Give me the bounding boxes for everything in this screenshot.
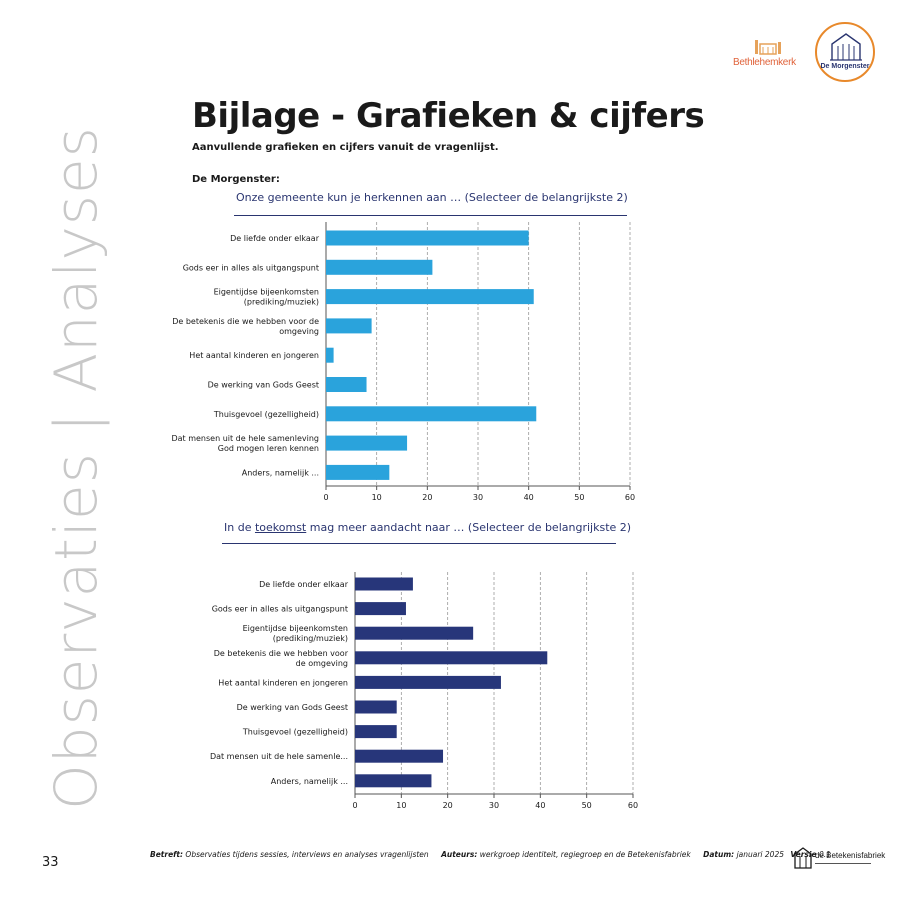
church-icon — [830, 33, 862, 61]
chart-2-category-label: De werking van Gods Geest — [237, 703, 348, 712]
chart-1-bar — [326, 406, 537, 422]
footer-info: Betreft: Observaties tijdens sessies, in… — [150, 850, 831, 859]
chart-2-category-label: Gods eer in alles als uitgangspunt — [212, 605, 348, 614]
footer-betreft-label: Betreft: — [150, 850, 184, 859]
chart-2-title-rule — [222, 543, 616, 544]
chart-1-bar — [326, 377, 367, 392]
chart-1-bar — [326, 435, 408, 451]
chart-1-category-label: (prediking/muziek) — [244, 298, 319, 307]
page-number: 33 — [42, 855, 59, 870]
bethlehemkerk-logo-text: Bethlehemkerk — [733, 57, 796, 68]
footer-versie-label: Versie — [790, 850, 817, 859]
chart-2-bar — [355, 626, 474, 640]
footer-auteurs: werkgroep identiteit, regiegroep en de B… — [479, 850, 691, 859]
chart-1-x-tick-label: 20 — [422, 493, 432, 502]
chart-1-category-label: Gods eer in alles als uitgangspunt — [183, 263, 319, 272]
chart-1-x-tick-label: 40 — [524, 493, 534, 502]
chart-2-category-label: De liefde onder elkaar — [259, 580, 349, 589]
chart-2-category-label: Anders, namelijk ... — [271, 777, 348, 786]
section-label: De Morgenster: — [192, 174, 280, 185]
chart-1-bar — [326, 289, 534, 305]
chart-1-bar — [326, 464, 390, 480]
chart-1-x-tick-label: 0 — [323, 493, 328, 502]
chart-1-category-label: omgeving — [279, 327, 319, 336]
chart-1-category-label: Thuisgevoel (gezelligheid) — [213, 410, 319, 419]
page-title: Bijlage - Grafieken & cijfers — [192, 96, 705, 136]
chart-2-title-text: In de — [224, 521, 255, 534]
chart-1-category-label: Eigentijdse bijeenkomsten — [214, 288, 319, 297]
chart-1-category-label: God mogen leren kennen — [218, 444, 319, 453]
chart-2-title-tail: mag meer aandacht naar … (Selecteer de b… — [306, 521, 632, 534]
chart-2-bar — [355, 651, 548, 665]
chart-2-category-label: De betekenis die we hebben voor — [214, 649, 349, 658]
chart-2-bar — [355, 749, 444, 763]
chart-2-category-label: de omgeving — [296, 659, 348, 668]
betekenisfabriek-logo-rule — [815, 863, 871, 864]
chart-1-bar — [326, 347, 334, 363]
chart-2-x-tick-label: 10 — [396, 801, 406, 810]
page-subtitle: Aanvullende grafieken en cijfers vanuit … — [192, 142, 499, 153]
chart-1-title-text: Onze gemeente kun je herkennen aan … (Se… — [236, 191, 628, 204]
chart-2-bar — [355, 675, 501, 689]
chart-1-title-rule — [234, 215, 627, 216]
chart-2-category-label: Eigentijdse bijeenkomsten — [243, 624, 348, 633]
chart-2-bar — [355, 700, 397, 714]
chart-2-x-tick-label: 40 — [535, 801, 545, 810]
chart-1-title: Onze gemeente kun je herkennen aan … (Se… — [236, 191, 628, 204]
de-morgenster-logo: De Morgenster — [815, 22, 875, 82]
betekenisfabriek-logo-text: de Betekenisfabriek — [815, 851, 886, 860]
chart-1-category-label: Anders, namelijk ... — [242, 468, 319, 477]
chart-1-category-label: Het aantal kinderen en jongeren — [189, 351, 319, 360]
chart-2-x-tick-label: 20 — [443, 801, 453, 810]
footer-datum: januari 2025 — [736, 850, 784, 859]
chart-2-category-label: (prediking/muziek) — [273, 634, 348, 643]
chart-2-bar — [355, 725, 397, 739]
footer-versie: 0.1 — [818, 850, 831, 859]
footer-auteurs-label: Auteurs: — [441, 850, 478, 859]
church-building-icon — [755, 40, 781, 55]
chart-1-category-label: De liefde onder elkaar — [230, 234, 320, 243]
chart-1-x-tick-label: 30 — [473, 493, 483, 502]
chart-1-bar — [326, 230, 529, 246]
factory-icon — [794, 847, 812, 869]
bethlehemkerk-logo: Bethlehemkerk — [733, 38, 811, 72]
chart-2-x-tick-label: 50 — [582, 801, 592, 810]
chart-2-category-label: Dat mensen uit de hele samenle... — [210, 752, 348, 761]
chart-2-title: In de toekomst mag meer aandacht naar … … — [224, 521, 631, 534]
chart-2-category-label: Het aantal kinderen en jongeren — [218, 678, 348, 687]
de-morgenster-logo-text: De Morgenster — [820, 63, 870, 70]
chart-1-category-label: De betekenis die we hebben voor de — [172, 317, 319, 326]
footer-betreft: Observaties tijdens sessies, interviews … — [185, 850, 429, 859]
chart-1-category-label: De werking van Gods Geest — [208, 381, 319, 390]
chart-2-category-label: Thuisgevoel (gezelligheid) — [242, 728, 348, 737]
chart-1-bar — [326, 259, 433, 275]
chart-1-x-tick-label: 10 — [372, 493, 382, 502]
chart-1-x-tick-label: 50 — [574, 493, 584, 502]
betekenisfabriek-logo: de Betekenisfabriek — [793, 846, 885, 872]
footer-datum-label: Datum: — [703, 850, 735, 859]
chart-2-x-tick-label: 60 — [628, 801, 638, 810]
chart-1-bar — [326, 318, 372, 334]
chart-2-x-tick-label: 30 — [489, 801, 499, 810]
chart-2-bar — [355, 602, 406, 616]
chart-1-x-tick-label: 60 — [625, 493, 635, 502]
chart-2-title-underlined: toekomst — [254, 521, 307, 534]
chart-2-bar — [355, 577, 413, 591]
chart-2-x-tick-label: 0 — [352, 801, 357, 810]
chart-1-category-label: Dat mensen uit de hele samenleving — [171, 434, 319, 443]
chart-2-bar — [355, 774, 432, 788]
